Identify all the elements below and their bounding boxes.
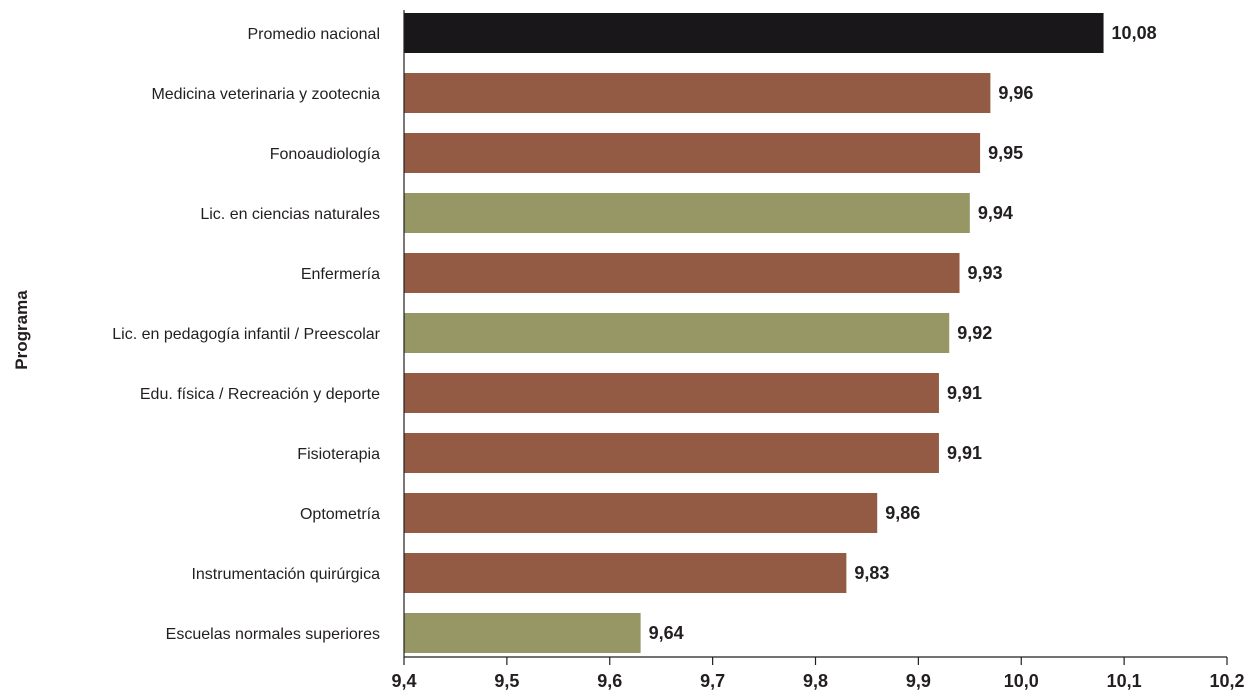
category-label: Fisioterapia [297,446,380,463]
bar [404,193,970,233]
category-label: Fonoaudiología [270,146,380,163]
x-tick-label: 9,9 [906,671,931,691]
x-tick-label: 9,7 [700,671,725,691]
value-label: 9,83 [854,563,889,583]
x-tick-label: 10,2 [1209,671,1244,691]
y-axis-title: Programa [12,290,31,370]
bar [404,373,939,413]
value-label: 9,96 [998,83,1033,103]
x-tick-label: 9,6 [597,671,622,691]
bars-layer: Promedio nacional 10,08 Medicina veterinar… [112,13,1157,653]
value-label: 9,93 [968,263,1003,283]
value-label: 9,91 [947,383,982,403]
category-label: Lic. en pedagogía infantil / Preescolar [112,326,380,343]
bar [404,73,991,113]
value-label: 9,64 [649,623,684,643]
value-label: 10,08 [1112,23,1157,43]
value-label: 9,92 [957,323,992,343]
category-label: Medicina veterinaria y zootecnia [151,86,380,103]
category-label: Enfermería [301,266,380,283]
bar [404,613,641,653]
value-label: 9,94 [978,203,1013,223]
x-tick-label: 10,0 [1004,671,1039,691]
x-tick-label: 10,1 [1107,671,1142,691]
value-label: 9,95 [988,143,1023,163]
bar [404,313,950,353]
bar [404,133,981,173]
x-tick-label: 9,4 [391,671,416,691]
x-tick-label: 9,8 [803,671,828,691]
category-label: Edu. física / Recreación y deporte [140,386,380,403]
bar [404,493,878,533]
category-label: Escuelas normales superiores [166,626,380,643]
category-label: Lic. en ciencias naturales [200,206,380,223]
value-label: 9,86 [885,503,920,523]
bar [404,253,960,293]
x-tick-label: 9,5 [494,671,519,691]
category-label: Promedio nacional [247,26,380,43]
bar [404,553,847,593]
x-axis: 9,4 9,5 9,6 9,7 9,8 9,9 10,0 10,1 10,2 [391,10,1245,691]
bar [404,13,1104,53]
category-label: Instrumentación quirúrgica [191,566,380,583]
bar [404,433,939,473]
category-label: Optometría [300,506,380,523]
value-label: 9,91 [947,443,982,463]
